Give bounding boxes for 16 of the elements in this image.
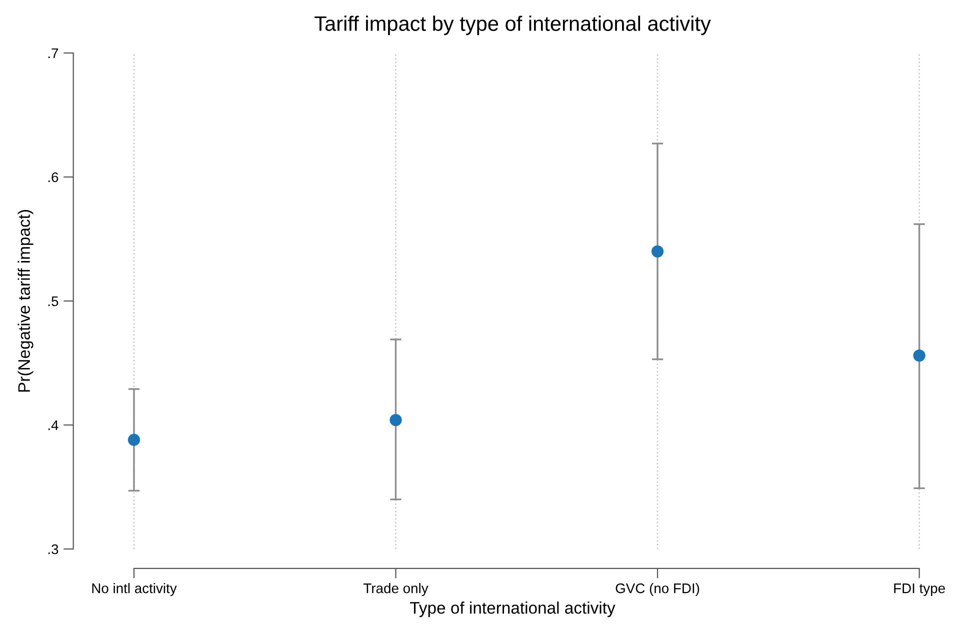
point: [913, 349, 926, 362]
point: [651, 245, 664, 258]
y-axis-title: Pr(Negative tariff impact): [18, 210, 34, 392]
y-tick-label: .4: [48, 420, 58, 430]
y-tick-label: .7: [48, 48, 58, 58]
x-axis-title: Type of international activity: [410, 602, 616, 618]
point: [390, 414, 402, 426]
y-tick-label: .3: [48, 544, 58, 554]
y-tick-label: .5: [48, 296, 58, 306]
x-tick-label: No intl activity: [92, 583, 177, 596]
x-tick-label: FDI type: [894, 584, 945, 596]
x-tick-label: GVC (no FDI): [616, 583, 700, 596]
chart-title: Tariff impact by type of international activity: [314, 16, 711, 36]
y-tick-label: .6: [48, 172, 58, 182]
x-tick-label: Trade only: [364, 583, 428, 596]
point: [128, 434, 140, 446]
